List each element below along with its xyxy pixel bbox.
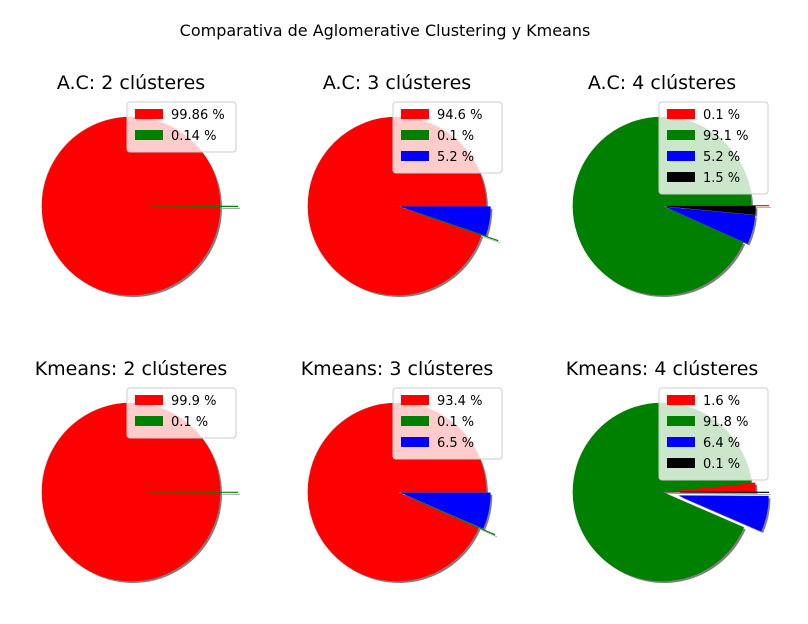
legend-frame bbox=[658, 387, 769, 481]
legend-swatch bbox=[667, 458, 695, 468]
pie-chart-2: A.C: 3 clústeres 94.6 % 0.1 % 5.2 % bbox=[307, 72, 503, 297]
legend-label: 0.1 % bbox=[703, 108, 740, 123]
legend-swatch bbox=[401, 437, 429, 447]
legend-label: 0.1 % bbox=[171, 415, 208, 430]
pie-wedge bbox=[679, 495, 769, 532]
legend-swatch bbox=[667, 151, 695, 161]
pie-title: A.C: 4 clústeres bbox=[588, 72, 736, 94]
pie-title: A.C: 3 clústeres bbox=[323, 72, 471, 94]
legend-swatch bbox=[135, 130, 163, 140]
pie-chart-3: A.C: 4 clústeres 0.1 % 93.1 % 5.2 % 1.5 % bbox=[572, 72, 771, 298]
legend-label: 93.4 % bbox=[437, 394, 482, 409]
legend-label: 0.1 % bbox=[437, 129, 474, 144]
pie-legend: 94.6 % 0.1 % 5.2 % bbox=[392, 101, 503, 174]
pie-legend: 93.4 % 0.1 % 6.5 % bbox=[392, 387, 503, 460]
pie-legend: 99.86 % 0.14 % bbox=[126, 101, 237, 153]
legend-swatch bbox=[135, 416, 163, 426]
legend-label: 5.2 % bbox=[437, 150, 474, 165]
pie-wedge bbox=[666, 206, 756, 244]
pie-wedge bbox=[413, 498, 496, 536]
legend-label: 99.86 % bbox=[171, 108, 225, 123]
pie-wedge bbox=[679, 491, 770, 493]
legend-label: 1.5 % bbox=[703, 171, 740, 186]
legend-swatch bbox=[135, 109, 163, 119]
pie-title: Kmeans: 3 clústeres bbox=[301, 358, 494, 380]
pie-title: Kmeans: 2 clústeres bbox=[35, 358, 228, 380]
pie-chart-6: Kmeans: 4 clústeres 1.6 % 91.8 % 6.4 % 0.1 % bbox=[566, 358, 771, 584]
legend-swatch bbox=[135, 395, 163, 405]
legend-label: 5.2 % bbox=[703, 150, 740, 165]
legend-label: 6.5 % bbox=[437, 436, 474, 451]
legend-swatch bbox=[401, 109, 429, 119]
legend-swatch bbox=[667, 437, 695, 447]
legend-frame bbox=[658, 101, 769, 195]
legend-label: 93.1 % bbox=[703, 129, 748, 144]
legend-swatch bbox=[401, 416, 429, 426]
legend-swatch bbox=[401, 130, 429, 140]
pie-wedge bbox=[401, 492, 491, 529]
figure-suptitle: Comparativa de Aglomerative Clustering y… bbox=[180, 21, 591, 40]
legend-label: 6.4 % bbox=[703, 436, 740, 451]
pie-wedge-shadow bbox=[681, 494, 771, 495]
legend-swatch bbox=[667, 109, 695, 119]
pie-wedge bbox=[401, 206, 491, 236]
pie-chart-5: Kmeans: 3 clústeres 93.4 % 0.1 % 6.5 % bbox=[301, 358, 503, 583]
legend-label: 0.1 % bbox=[703, 457, 740, 472]
legend-label: 91.8 % bbox=[703, 415, 748, 430]
legend-swatch bbox=[667, 130, 695, 140]
pie-legend: 99.9 % 0.1 % bbox=[126, 387, 237, 439]
legend-label: 94.6 % bbox=[437, 108, 482, 123]
pie-wedge bbox=[679, 205, 770, 207]
pie-legend: 0.1 % 93.1 % 5.2 % 1.5 % bbox=[658, 101, 769, 195]
legend-label: 99.9 % bbox=[171, 394, 216, 409]
pie-title: Kmeans: 4 clústeres bbox=[566, 358, 759, 380]
legend-swatch bbox=[667, 172, 695, 182]
pie-wedge bbox=[148, 491, 239, 493]
pie-chart-1: A.C: 2 clústeres 99.86 % 0.14 % bbox=[41, 72, 240, 297]
pie-wedge bbox=[148, 205, 239, 208]
legend-label: 1.6 % bbox=[703, 394, 740, 409]
pie-title: A.C: 2 clústeres bbox=[57, 72, 205, 94]
legend-swatch bbox=[667, 416, 695, 426]
pie-legend: 1.6 % 91.8 % 6.4 % 0.1 % bbox=[658, 387, 769, 481]
pie-panels: A.C: 2 clústeres 99.86 % 0.14 % A.C: 3 clús… bbox=[35, 72, 771, 584]
legend-swatch bbox=[401, 395, 429, 405]
legend-label: 0.1 % bbox=[437, 415, 474, 430]
pie-wedge bbox=[413, 211, 499, 242]
legend-swatch bbox=[667, 395, 695, 405]
pie-wedge bbox=[666, 205, 756, 215]
legend-swatch bbox=[401, 151, 429, 161]
legend-label: 0.14 % bbox=[171, 129, 216, 144]
pie-chart-4: Kmeans: 2 clústeres 99.9 % 0.1 % bbox=[35, 358, 240, 583]
